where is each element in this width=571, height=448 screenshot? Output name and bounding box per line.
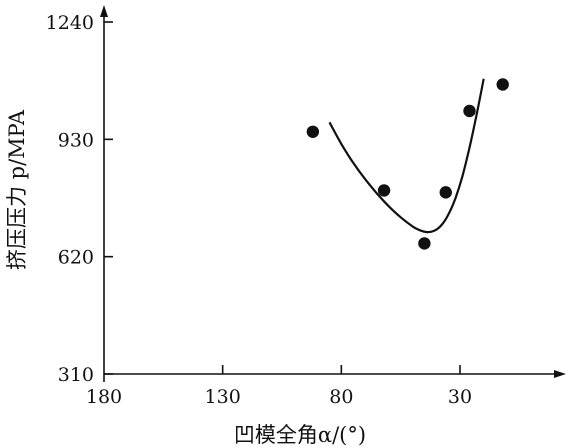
ticks bbox=[104, 21, 461, 375]
y-axis-title: 挤压压力 p/MPA bbox=[5, 109, 29, 270]
data-point bbox=[439, 186, 452, 199]
x-tick-label: 180 bbox=[86, 386, 122, 408]
y-axis bbox=[100, 5, 108, 382]
x-tick-label: 30 bbox=[448, 386, 472, 408]
data-point bbox=[306, 125, 320, 138]
y-tick-label: 930 bbox=[58, 129, 94, 151]
fit-curve bbox=[328, 78, 485, 234]
x-axis bbox=[104, 370, 566, 378]
x-tick-label: 80 bbox=[329, 386, 353, 408]
x-tick-label: 130 bbox=[205, 386, 241, 408]
x-axis-title: 凹模全角α/(°) bbox=[234, 423, 366, 447]
y-axis-arrow bbox=[100, 5, 108, 17]
y-tick-label: 310 bbox=[58, 364, 94, 386]
data-points bbox=[306, 78, 509, 250]
data-point bbox=[418, 237, 431, 250]
y-tick-label: 1240 bbox=[46, 12, 94, 34]
y-tick-label: 620 bbox=[58, 247, 94, 269]
data-point bbox=[463, 104, 476, 118]
x-axis-arrow bbox=[554, 370, 566, 378]
data-point bbox=[377, 184, 391, 197]
data-point bbox=[496, 78, 509, 91]
